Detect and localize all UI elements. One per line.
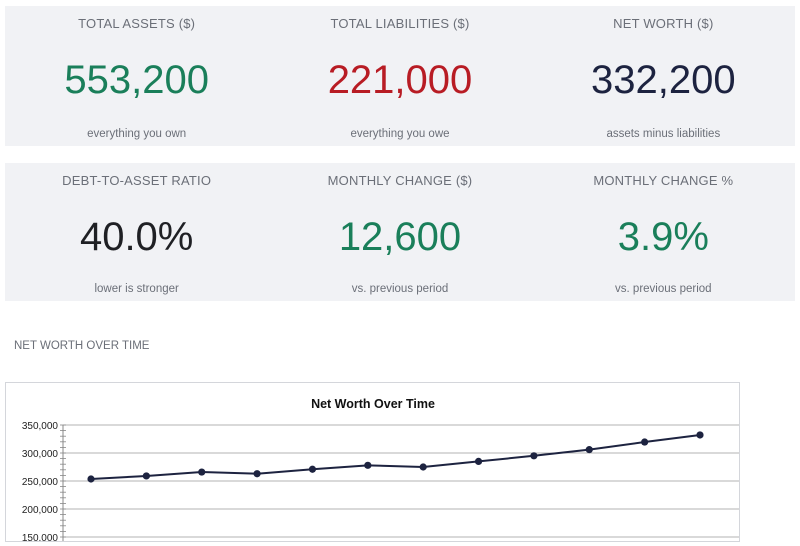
y-tick-label: 150,000	[22, 533, 59, 541]
kpi-caption: everything you own	[87, 128, 187, 140]
y-tick-label: 200,000	[22, 505, 59, 516]
kpi-monthly-change: MONTHLY CHANGE ($) 12,600 vs. previous p…	[268, 163, 531, 301]
kpi-net-worth: NET WORTH ($) 332,200 assets minus liabi…	[532, 6, 795, 146]
kpi-caption: lower is stronger	[94, 283, 179, 295]
kpi-total-liabilities: TOTAL LIABILITIES ($) 221,000 everything…	[268, 6, 531, 146]
kpi-label: MONTHLY CHANGE ($)	[327, 173, 473, 188]
y-tick-label: 350,000	[22, 421, 59, 432]
kpi-total-assets: TOTAL ASSETS ($) 553,200 everything you …	[5, 6, 268, 146]
chart-y-axis: 350,000 300,000 250,000 200,000 150,000	[22, 421, 66, 544]
chart-gridlines	[63, 424, 739, 538]
kpi-row-2: DEBT-TO-ASSET RATIO 40.0% lower is stron…	[5, 163, 795, 301]
kpi-monthly-change-pct: MONTHLY CHANGE % 3.9% vs. previous perio…	[532, 163, 795, 301]
data-point	[308, 465, 317, 473]
data-point	[253, 470, 261, 478]
kpi-label: MONTHLY CHANGE %	[593, 173, 734, 188]
kpi-caption: assets minus liabilities	[606, 128, 721, 140]
kpi-value: 332,200	[591, 58, 736, 102]
kpi-debt-to-asset: DEBT-TO-ASSET RATIO 40.0% lower is stron…	[5, 163, 268, 301]
net-worth-chart: Net Worth Over Time 350,000 300,000 250,00…	[5, 382, 740, 544]
kpi-row-1: TOTAL ASSETS ($) 553,200 everything you …	[5, 6, 795, 146]
chart-title: Net Worth Over Time	[311, 397, 435, 411]
data-point	[87, 475, 95, 483]
kpi-value: 12,600	[338, 215, 462, 259]
data-point	[641, 438, 649, 446]
kpi-value: 553,200	[64, 58, 209, 102]
series-line	[90, 433, 701, 480]
kpi-caption: vs. previous period	[351, 283, 449, 295]
data-point	[530, 452, 538, 460]
section-title: NET WORTH OVER TIME	[14, 340, 150, 352]
data-point	[419, 463, 427, 471]
kpi-label: TOTAL ASSETS ($)	[78, 16, 196, 31]
kpi-label: TOTAL LIABILITIES ($)	[330, 16, 470, 31]
kpi-label: DEBT-TO-ASSET RATIO	[62, 173, 212, 188]
data-point	[474, 457, 483, 465]
chart-svg: Net Worth Over Time 350,000 300,000 250,00…	[22, 397, 739, 544]
kpi-caption: vs. previous period	[615, 283, 712, 295]
kpi-value: 40.0%	[79, 215, 194, 259]
y-tick-label: 300,000	[22, 449, 59, 460]
kpi-caption: everything you owe	[350, 128, 450, 140]
data-point	[142, 472, 150, 480]
data-point	[585, 446, 593, 454]
data-point	[364, 461, 372, 469]
kpi-label: NET WORTH ($)	[613, 16, 714, 31]
data-point	[696, 431, 704, 439]
chart-series	[87, 431, 704, 483]
kpi-value: 3.9%	[617, 215, 709, 259]
kpi-value: 221,000	[327, 58, 473, 102]
data-point	[198, 468, 206, 476]
y-tick-label: 250,000	[22, 477, 59, 488]
